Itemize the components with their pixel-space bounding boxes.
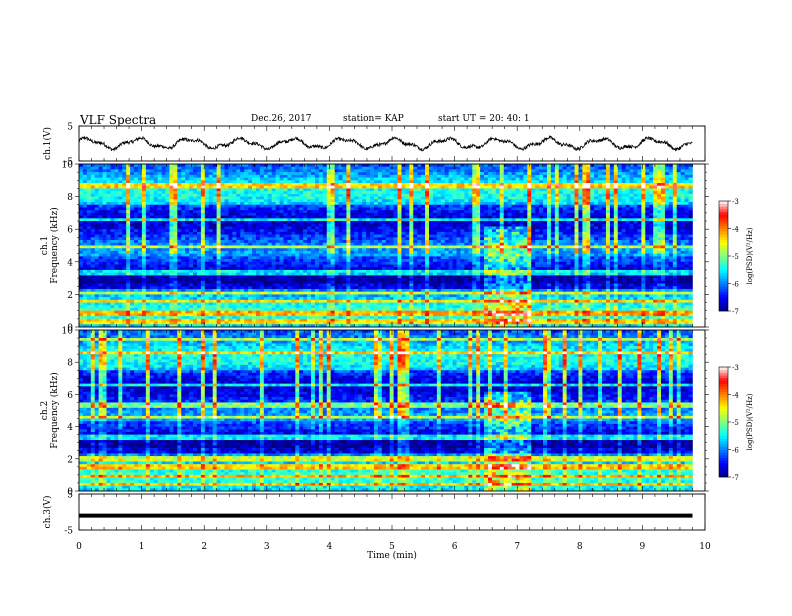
x-tick-label: 8 — [577, 542, 583, 552]
y-tick-label: 4 — [67, 423, 73, 433]
y-tick-label: 10 — [62, 327, 74, 337]
colorbar-tick-label: -4 — [732, 226, 739, 234]
y-tick-label: 10 — [62, 161, 74, 171]
colorbar-tick-label: -5 — [732, 253, 739, 261]
y-axis-channel-label: ch.2 — [40, 401, 50, 420]
colorbar: -3 -4 -5 -6 -7 log(PSD)(V²/Hz) — [719, 198, 754, 316]
y-tick-label: 5 — [67, 491, 73, 501]
x-tick-label: 9 — [640, 542, 646, 552]
x-tick-label: 0 — [76, 542, 82, 552]
figure-title: VLF Spectra — [80, 113, 156, 127]
colorbar-tick-label: -6 — [732, 447, 739, 455]
y-axis-frequency-label: Frequency (kHz) — [49, 372, 60, 449]
y-tick-label: 8 — [67, 359, 73, 369]
ch1-trace — [79, 136, 693, 151]
station-label: station= KAP — [343, 114, 404, 124]
y-tick-label: 5 — [67, 123, 73, 133]
colorbar-label: log(PSD)(V²/Hz) — [746, 227, 754, 284]
y-axis-label: ch.1(V) — [42, 127, 53, 160]
panel-ch1-waveform: 5-5ch.1(V) — [42, 123, 705, 168]
y-tick-label: 2 — [67, 291, 73, 301]
y-tick-label: 6 — [67, 226, 73, 236]
x-tick-label: 6 — [452, 542, 458, 552]
colorbar-tick-label: -5 — [732, 419, 739, 427]
x-tick-label: 2 — [201, 542, 207, 552]
y-axis-label: ch.3(V) — [42, 496, 53, 529]
panel-ch3-waveform: 5 -5 ch.3(V) — [42, 491, 705, 537]
colorbar-label: log(PSD)(V²/Hz) — [746, 393, 754, 450]
colorbar-tick-label: -3 — [732, 364, 739, 372]
x-axis-label: Time (min) — [367, 550, 417, 561]
spectrogram-image — [79, 164, 693, 327]
panel-frame — [79, 126, 705, 161]
x-tick-label: 3 — [264, 542, 270, 552]
y-tick-label: 6 — [67, 391, 73, 401]
x-tick-label: 10 — [699, 542, 711, 552]
recording-date: Dec.26, 2017 — [251, 114, 312, 124]
spectrogram-image — [79, 330, 693, 491]
y-tick-label: -5 — [64, 527, 73, 537]
colorbar-tick-label: -4 — [732, 392, 739, 400]
y-axis-channel-label: ch.1 — [40, 236, 50, 255]
y-axis-frequency-label: Frequency (kHz) — [49, 207, 60, 284]
panel-frame — [79, 494, 705, 530]
colorbar-tick-label: -3 — [732, 198, 739, 206]
colorbar-tick-label: -7 — [732, 474, 739, 482]
start-time-label: start UT = 20: 40: 1 — [438, 114, 530, 124]
x-tick-label: 1 — [139, 542, 145, 552]
y-tick-label: 4 — [67, 258, 73, 268]
colorbar-tick-label: -7 — [732, 308, 739, 316]
colorbar-tick-label: -6 — [732, 281, 739, 289]
y-tick-label: 2 — [67, 455, 73, 465]
x-tick-label: 7 — [514, 542, 520, 552]
y-tick-label: 8 — [67, 193, 73, 203]
x-tick-label: 4 — [327, 542, 333, 552]
colorbar: -3 -4 -5 -6 -7 log(PSD)(V²/Hz) — [719, 364, 754, 482]
